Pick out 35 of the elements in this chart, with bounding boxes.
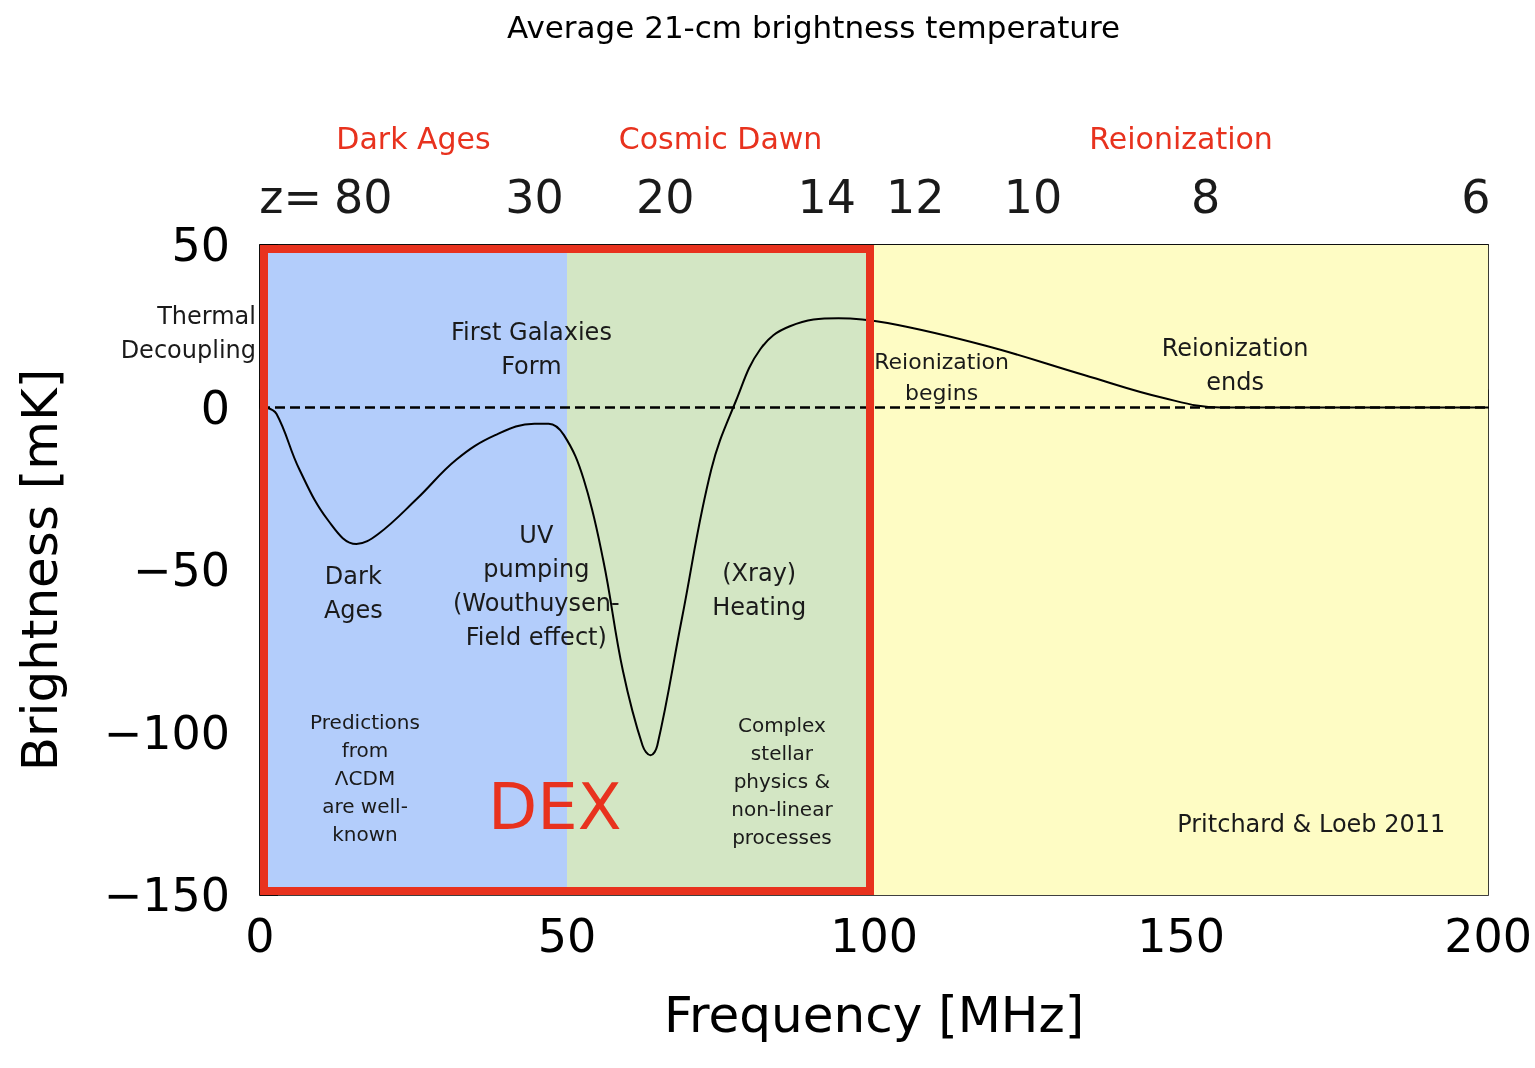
- text: 20: [636, 170, 695, 224]
- annotation: First Galaxies Form: [450, 318, 612, 380]
- x-tick-label: 50: [537, 909, 597, 963]
- text: 14: [797, 170, 857, 224]
- y-tick-label: −100: [103, 705, 230, 760]
- annotation: Reionization ends: [1161, 334, 1309, 397]
- y-tick-label: 0: [200, 380, 230, 435]
- band-label: Cosmic Dawn: [618, 120, 823, 156]
- text: 30: [505, 170, 564, 224]
- y-axis-title: Brightness [mK]: [11, 368, 69, 772]
- y-tick-label: −150: [103, 868, 230, 922]
- annotation: Dark Ages: [323, 561, 383, 624]
- text: 10: [1003, 170, 1063, 224]
- chart-title: Average 21-cm brightness temperature: [507, 8, 1121, 45]
- band-label: Reionization: [1089, 120, 1273, 156]
- text: Thermal Decoupling: [120, 301, 256, 364]
- text: 80: [333, 170, 393, 224]
- text: z=: [259, 170, 323, 224]
- annotation: Reionization begins: [874, 348, 1009, 405]
- x-axis-title: Frequency [MHz]: [663, 986, 1085, 1044]
- x-tick-label: 0: [245, 909, 275, 963]
- annotation: (Xray) Heating: [712, 558, 807, 621]
- text: 12: [885, 170, 945, 224]
- annotation: Predictions from ΛCDM are well- known: [310, 710, 420, 846]
- y-tick-label: 50: [171, 218, 230, 272]
- x-tick-label: 150: [1137, 909, 1225, 963]
- annotation: Pritchard & Loeb 2011: [1177, 809, 1446, 838]
- text: 6: [1461, 170, 1491, 224]
- y-tick-label: −50: [132, 543, 230, 597]
- text: 8: [1191, 170, 1221, 224]
- annotation: DEX: [487, 770, 622, 845]
- x-tick-label: 200: [1444, 909, 1533, 963]
- x-tick-label: 100: [830, 909, 918, 963]
- annotation: Complex stellar physics & non-linear processes: [731, 713, 834, 850]
- band-label: Dark Ages: [336, 120, 491, 156]
